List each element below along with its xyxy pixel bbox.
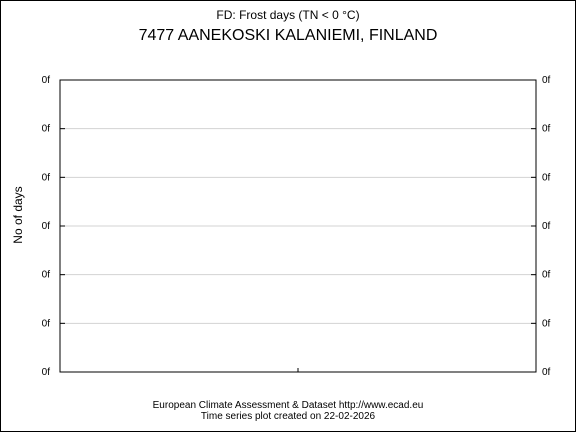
y-tick-label-right: 0f — [542, 75, 551, 86]
chart-title: FD: Frost days (TN < 0 °C) — [216, 8, 360, 22]
y-tick-label-left: 0f — [42, 270, 51, 281]
footer-created: Time series plot created on 22-02-2026 — [200, 411, 376, 422]
y-tick-label-left: 0f — [42, 221, 51, 232]
label-layer: 0f 0f 0f 0f 0f 0f 0f 0f 0f 0f 0f 0f 0f 0f — [42, 75, 551, 378]
chart-subtitle: 7477 AANEKOSKI KALANIEMI, FINLAND — [138, 27, 438, 44]
y-tick-label-right: 0f — [542, 124, 551, 135]
y-tick-label-right: 0f — [542, 221, 551, 232]
y-tick-label-left: 0f — [42, 318, 51, 329]
y-tick-label-left: 0f — [42, 172, 51, 183]
tick-layer — [60, 79, 536, 373]
y-tick-label-left: 0f — [42, 124, 51, 135]
y-tick-label-left: 0f — [42, 75, 51, 86]
y-tick-label-right: 0f — [542, 367, 551, 378]
grid-layer — [60, 128, 536, 324]
y-tick-label-right: 0f — [542, 318, 551, 329]
footer-source: European Climate Assessment & Dataset ht… — [152, 400, 424, 411]
y-tick-label-right: 0f — [542, 270, 551, 281]
y-tick-label-left: 0f — [42, 367, 51, 378]
y-tick-label-right: 0f — [542, 172, 551, 183]
